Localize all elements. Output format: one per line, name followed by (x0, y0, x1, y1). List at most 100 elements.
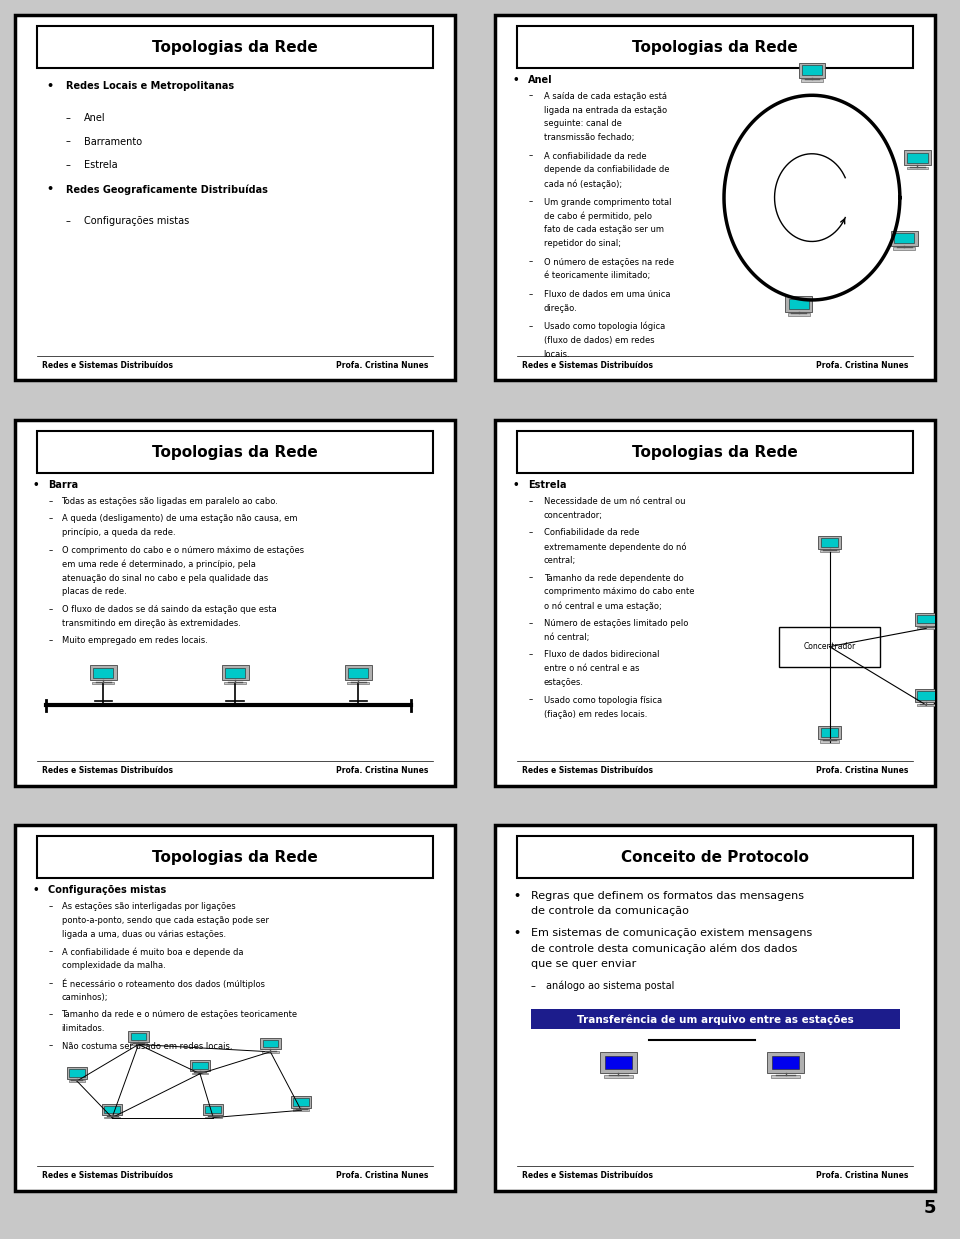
Text: Anel: Anel (528, 76, 553, 85)
Text: –: – (66, 136, 71, 146)
FancyBboxPatch shape (917, 627, 936, 629)
Text: de controle da comunicação: de controle da comunicação (531, 906, 688, 917)
Text: Redes Geograficamente Distribuídas: Redes Geograficamente Distribuídas (66, 185, 268, 195)
Text: •: • (513, 76, 519, 85)
FancyBboxPatch shape (131, 1043, 147, 1046)
Text: As estações são interligadas por ligações: As estações são interligadas por ligaçõe… (61, 902, 235, 911)
Text: –: – (48, 1042, 53, 1051)
FancyBboxPatch shape (291, 1097, 311, 1108)
Text: –: – (528, 695, 533, 705)
FancyBboxPatch shape (102, 1104, 122, 1115)
Text: comprimento máximo do cabo ente: comprimento máximo do cabo ente (543, 587, 694, 596)
FancyBboxPatch shape (345, 665, 372, 680)
FancyBboxPatch shape (348, 681, 370, 684)
Text: Profa. Cristina Nunes: Profa. Cristina Nunes (336, 766, 429, 774)
Bar (802, 64, 822, 76)
Text: Barra: Barra (48, 481, 79, 491)
Bar (294, 1098, 309, 1106)
Text: –: – (528, 322, 533, 331)
Text: o nó central e uma estação;: o nó central e uma estação; (543, 601, 661, 611)
Text: Confiabilidade da rede: Confiabilidade da rede (543, 528, 639, 538)
FancyBboxPatch shape (915, 689, 938, 703)
Text: –: – (528, 258, 533, 266)
Text: extremamente dependente do nó: extremamente dependente do nó (543, 543, 686, 551)
FancyBboxPatch shape (820, 550, 839, 553)
Text: •: • (33, 886, 39, 896)
Text: –: – (528, 151, 533, 161)
Text: Configurações mistas: Configurações mistas (48, 886, 167, 896)
Bar (37, 26, 433, 68)
Bar (918, 691, 935, 700)
Text: –: – (66, 217, 71, 227)
Text: Conceito de Protocolo: Conceito de Protocolo (621, 850, 809, 865)
Text: Redes e Sistemas Distribuídos: Redes e Sistemas Distribuídos (41, 766, 173, 774)
Text: placas de rede.: placas de rede. (61, 587, 127, 596)
Bar (69, 1069, 84, 1077)
FancyBboxPatch shape (915, 612, 938, 626)
Text: –: – (48, 902, 53, 911)
Text: –: – (528, 497, 533, 506)
Text: •: • (33, 481, 39, 491)
Text: entre o nó central e as: entre o nó central e as (543, 664, 639, 673)
FancyBboxPatch shape (600, 1052, 636, 1073)
Text: Topologias da Rede: Topologias da Rede (633, 445, 798, 460)
FancyBboxPatch shape (262, 1051, 278, 1053)
Text: repetidor do sinal;: repetidor do sinal; (543, 239, 621, 248)
FancyBboxPatch shape (799, 62, 826, 78)
FancyBboxPatch shape (818, 535, 841, 549)
Text: Todas as estações são ligadas em paralelo ao cabo.: Todas as estações são ligadas em paralel… (61, 497, 278, 506)
Text: Necessidade de um nó central ou: Necessidade de um nó central ou (543, 497, 685, 506)
Bar (348, 668, 369, 678)
FancyBboxPatch shape (192, 1073, 208, 1074)
Text: direção.: direção. (543, 304, 578, 312)
Text: –: – (528, 574, 533, 582)
Text: Topologias da Rede: Topologias da Rede (153, 40, 318, 55)
Text: ilimitados.: ilimitados. (61, 1023, 105, 1033)
Bar (205, 1105, 221, 1114)
Text: Usado como topologia física: Usado como topologia física (543, 695, 661, 705)
Bar (531, 1010, 900, 1030)
FancyBboxPatch shape (204, 1104, 224, 1115)
Text: Profa. Cristina Nunes: Profa. Cristina Nunes (816, 361, 909, 369)
Text: •: • (46, 185, 53, 195)
Bar (821, 729, 838, 737)
FancyBboxPatch shape (190, 1059, 210, 1072)
Text: A confiabilidade da rede: A confiabilidade da rede (543, 151, 646, 161)
Text: –: – (48, 948, 53, 957)
Text: Barramento: Barramento (84, 136, 142, 146)
Bar (788, 299, 809, 309)
Text: Um grande comprimento total: Um grande comprimento total (543, 197, 671, 207)
Text: Em sistemas de comunicação existem mensagens: Em sistemas de comunicação existem mensa… (531, 928, 812, 938)
Text: 5: 5 (924, 1198, 936, 1217)
Bar (225, 668, 246, 678)
Text: (fluxo de dados) em redes: (fluxo de dados) em redes (543, 336, 655, 344)
Text: Profa. Cristina Nunes: Profa. Cristina Nunes (336, 1171, 429, 1180)
Text: Regras que definem os formatos das mensagens: Regras que definem os formatos das mensa… (531, 891, 804, 901)
Text: –: – (528, 290, 533, 299)
Text: –: – (48, 979, 53, 987)
Text: O fluxo de dados se dá saindo da estação que esta: O fluxo de dados se dá saindo da estação… (61, 605, 276, 615)
Text: Configurações mistas: Configurações mistas (84, 217, 189, 227)
Text: cada nó (estação);: cada nó (estação); (543, 180, 622, 188)
FancyBboxPatch shape (204, 1116, 222, 1119)
FancyBboxPatch shape (917, 704, 936, 706)
Text: transmitindo em direção às extremidades.: transmitindo em direção às extremidades. (61, 618, 240, 628)
Bar (517, 836, 913, 878)
Text: A confiabilidade é muito boa e depende da: A confiabilidade é muito boa e depende d… (61, 948, 243, 957)
Text: O comprimento do cabo e o número máximo de estações: O comprimento do cabo e o número máximo … (61, 545, 303, 555)
Bar (779, 627, 880, 667)
FancyBboxPatch shape (771, 1075, 801, 1078)
Text: de controle desta comunicação além dos dados: de controle desta comunicação além dos d… (531, 944, 797, 954)
Text: depende da confiabilidade de: depende da confiabilidade de (543, 166, 669, 175)
Text: Usado como topologia lógica: Usado como topologia lógica (543, 322, 665, 331)
FancyBboxPatch shape (67, 1067, 87, 1079)
Bar (131, 1032, 146, 1041)
FancyBboxPatch shape (225, 681, 246, 684)
Text: Transferência de um arquivo entre as estações: Transferência de um arquivo entre as est… (577, 1015, 853, 1025)
Text: –: – (528, 92, 533, 100)
FancyBboxPatch shape (604, 1075, 634, 1078)
Bar (907, 152, 927, 162)
Text: •: • (46, 81, 53, 90)
Text: –: – (48, 497, 53, 506)
Text: caminhos);: caminhos); (61, 992, 108, 1001)
